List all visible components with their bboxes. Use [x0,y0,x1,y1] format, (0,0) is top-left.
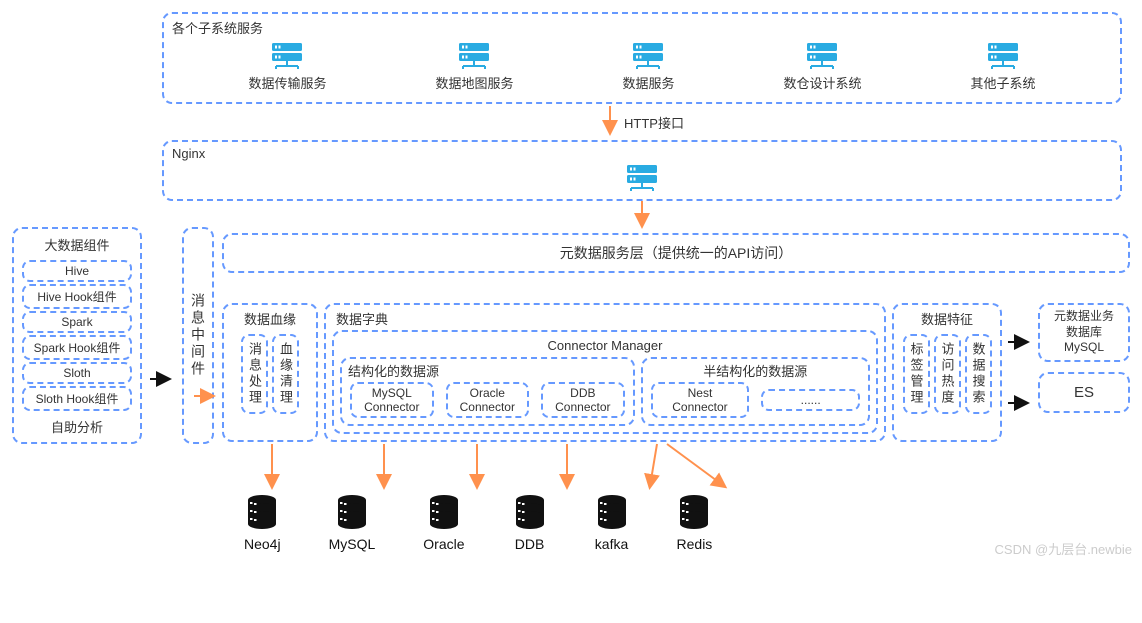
structured-title: 结构化的数据源 [346,361,629,380]
http-label: HTTP接口 [624,113,684,132]
semi-title: 半结构化的数据源 [647,361,864,380]
bigdata-box: 大数据组件 Hive Hive Hook组件 Spark Spark Hook组… [12,227,142,444]
target-es-label: ES [1074,384,1094,401]
nginx-title: Nginx [164,142,1120,163]
feature-title: 数据特征 [898,307,996,330]
database-icon: Oracle [423,494,464,552]
connector-item: Nest Connector [651,382,750,418]
feature-item: 访问热度 [934,334,961,414]
lineage-box: 数据血缘 消息处理 血缘清理 [222,303,318,442]
target-mysql-l1: 元数据业务 [1044,309,1124,325]
subsystems-title: 各个子系统服务 [164,14,1120,39]
database-icon: MySQL [329,494,376,552]
lineage-title: 数据血缘 [228,307,312,330]
subsystems-row: 数据传输服务 数据地图服务 数据服务 数仓设计系统 其他子系统 [164,39,1120,102]
server-icon: 数仓设计系统 [783,41,861,92]
connector-manager-title: Connector Manager [340,336,870,357]
arrow-right-icon [194,389,218,403]
subsystems-box: 各个子系统服务 数据传输服务 数据地图服务 数据服务 数仓设计系统 其他子系统 [162,12,1122,104]
db-arrows [212,444,912,494]
server-icon: 数据服务 [622,41,674,92]
target-mysql-l3: MySQL [1044,340,1124,356]
bigdata-item: Sloth Hook组件 [22,386,132,411]
server-icon: 数据地图服务 [435,41,513,92]
dictionary-box: 数据字典 Connector Manager 结构化的数据源 MySQL Con… [324,303,886,442]
mq-title: 消息中间件 [188,293,208,378]
mq-box: 消息中间件 [182,227,214,444]
database-icon: Neo4j [244,494,281,552]
feature-item: 标签管理 [903,334,930,414]
lineage-subitem: 血缘清理 [272,334,299,414]
nginx-box: Nginx [162,140,1122,201]
bigdata-item: Hive [22,260,132,282]
connector-item: MySQL Connector [350,382,434,418]
api-layer-title: 元数据服务层（提供统一的API访问） [560,245,793,261]
server-icon [625,163,659,191]
arrow-right-icon [1008,396,1032,410]
bigdata-item: Hive Hook组件 [22,284,132,309]
bigdata-item: 自助分析 [18,417,136,436]
arrow-down-icon [632,201,652,231]
feature-box: 数据特征 标签管理 访问热度 数据搜索 [892,303,1002,442]
arrow-down-icon [600,106,620,138]
target-mysql-box: 元数据业务 数据库 MySQL [1038,303,1130,362]
lineage-subitem: 消息处理 [241,334,268,414]
structured-box: 结构化的数据源 MySQL Connector Oracle Connector… [340,357,635,426]
arrow-right-icon [150,372,174,386]
bigdata-item: Sloth [22,362,132,384]
connector-item: DDB Connector [541,382,625,418]
feature-item: 数据搜索 [965,334,992,414]
connector-item: Oracle Connector [446,382,530,418]
database-icon: DDB [513,494,547,552]
connector-manager-box: Connector Manager 结构化的数据源 MySQL Connecto… [332,330,878,434]
api-layer-box: 元数据服务层（提供统一的API访问） [222,233,1130,273]
watermark: CSDN @九层台.newbie [995,539,1132,558]
bigdata-item: Spark Hook组件 [22,335,132,360]
semi-box: 半结构化的数据源 Nest Connector ...... [641,357,870,426]
server-icon: 数据传输服务 [248,41,326,92]
arrow-right-icon [1008,335,1032,349]
target-mysql-l2: 数据库 [1044,325,1124,341]
bigdata-item: Spark [22,311,132,333]
database-icon: Redis [677,494,713,552]
bigdata-title: 大数据组件 [18,233,136,258]
database-icon: kafka [595,494,629,552]
dictionary-title: 数据字典 [332,307,878,330]
server-icon: 其他子系统 [970,41,1035,92]
target-es-box: ES [1038,372,1130,413]
ellipsis-item: ...... [761,389,860,411]
